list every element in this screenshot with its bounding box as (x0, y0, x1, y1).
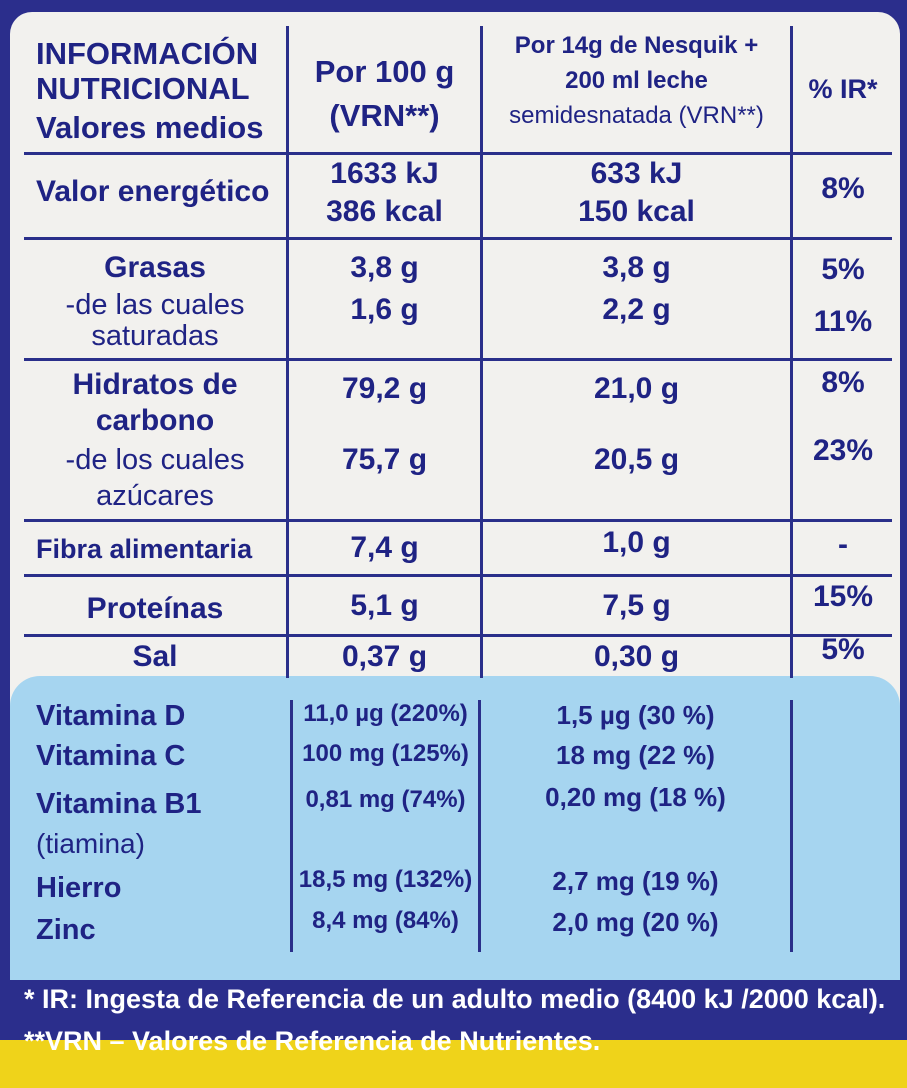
header-ir: % IR* (808, 74, 878, 104)
salt-label: Sal (132, 640, 178, 673)
yellow-package-edge (0, 1040, 907, 1088)
saturated-ir: 11% (813, 305, 873, 338)
energy-ir: 8% (821, 172, 865, 205)
carbs-ir: 8% (821, 366, 865, 399)
header-serving-line1: Por 14g de Nesquik + (514, 32, 759, 59)
row-divider (24, 634, 892, 637)
header-title-line1: INFORMACIÓN (36, 36, 259, 71)
iron-serving: 2,7 mg (19 %) (552, 866, 719, 896)
saturated-label-line2: saturadas (91, 320, 219, 352)
fat-per100: 3,8 g (350, 251, 419, 284)
col-divider-2 (480, 26, 483, 678)
sugars-label-line1: -de los cuales (65, 444, 245, 476)
carbs-serving: 21,0 g (593, 372, 680, 405)
header-subtitle: Valores medios (36, 110, 264, 145)
row-divider (24, 237, 892, 240)
vitamin-c-label: Vitamina C (36, 740, 186, 772)
vitamin-d-per100: 11,0 µg (220%) (303, 700, 468, 727)
energy-serving-kcal: 150 kcal (578, 195, 695, 228)
energy-label: Valor energético (36, 175, 270, 208)
saturated-label-line1: -de las cuales (65, 289, 245, 321)
saturated-serving: 2,2 g (602, 293, 671, 326)
footnote-ir: * IR: Ingesta de Referencia de un adulto… (24, 984, 886, 1014)
carbs-label-line2: carbono (95, 404, 215, 437)
energy-serving-kj: 633 kJ (590, 157, 683, 190)
header-per100-line2: (VRN**) (329, 98, 440, 133)
protein-ir: 15% (812, 580, 874, 613)
vit-col-divider-1 (290, 700, 293, 952)
salt-serving: 0,30 g (593, 640, 680, 673)
fat-ir: 5% (821, 253, 865, 286)
header-serving-line3: semidesnatada (VRN**) (509, 102, 764, 129)
vitamin-b1-label: Vitamina B1 (36, 788, 202, 820)
carbs-label-line1: Hidratos de (72, 368, 238, 401)
row-divider (24, 574, 892, 577)
vit-col-divider-3 (790, 700, 793, 952)
salt-ir: 5% (821, 633, 865, 666)
vitamin-c-per100: 100 mg (125%) (302, 740, 469, 767)
sugars-serving: 20,5 g (593, 443, 680, 476)
fiber-per100: 7,4 g (350, 531, 419, 564)
col-divider-1 (286, 26, 289, 678)
footnote-vrn: **VRN – Valores de Referencia de Nutrien… (24, 1026, 601, 1056)
vitamin-band (10, 676, 900, 980)
fat-label: Grasas (104, 251, 206, 284)
protein-label: Proteínas (86, 592, 224, 625)
salt-per100: 0,37 g (341, 640, 428, 673)
energy-per100-kcal: 386 kcal (326, 195, 443, 228)
zinc-serving: 2,0 mg (20 %) (552, 907, 719, 937)
header-per100-line1: Por 100 g (314, 54, 455, 89)
saturated-per100: 1,6 g (350, 293, 419, 326)
zinc-label: Zinc (36, 914, 96, 946)
vitamin-c-serving: 18 mg (22 %) (556, 740, 715, 770)
vitamin-b1-serving: 0,20 mg (18 %) (545, 782, 726, 812)
fiber-ir: - (838, 528, 848, 561)
vitamin-b1-sublabel: (tiamina) (36, 828, 145, 859)
energy-per100-kj: 1633 kJ (330, 157, 439, 190)
header-serving-line2: 200 ml leche (565, 67, 708, 94)
row-divider (24, 358, 892, 361)
nutrition-table: INFORMACIÓN NUTRICIONAL Valores medios P… (10, 12, 900, 980)
row-divider (24, 152, 892, 155)
protein-serving: 7,5 g (602, 589, 671, 622)
iron-per100: 18,5 mg (132%) (298, 866, 473, 893)
sugars-ir: 23% (812, 434, 874, 467)
row-divider (24, 519, 892, 522)
vitamin-b1-per100: 0,81 mg (74%) (305, 786, 466, 813)
sugars-per100: 75,7 g (341, 443, 428, 476)
zinc-per100: 8,4 mg (84%) (312, 907, 459, 934)
col-divider-3 (790, 26, 793, 678)
fiber-label: Fibra alimentaria (36, 534, 253, 564)
vitamin-d-label: Vitamina D (36, 700, 186, 732)
carbs-per100: 79,2 g (341, 372, 428, 405)
vitamin-d-serving: 1,5 µg (30 %) (556, 700, 715, 730)
protein-per100: 5,1 g (350, 589, 419, 622)
vit-col-divider-2 (478, 700, 481, 952)
fiber-serving: 1,0 g (602, 526, 671, 559)
sugars-label-line2: azúcares (96, 480, 214, 512)
iron-label: Hierro (36, 872, 122, 904)
fat-serving: 3,8 g (602, 251, 671, 284)
header-title-line2: NUTRICIONAL (36, 71, 250, 106)
